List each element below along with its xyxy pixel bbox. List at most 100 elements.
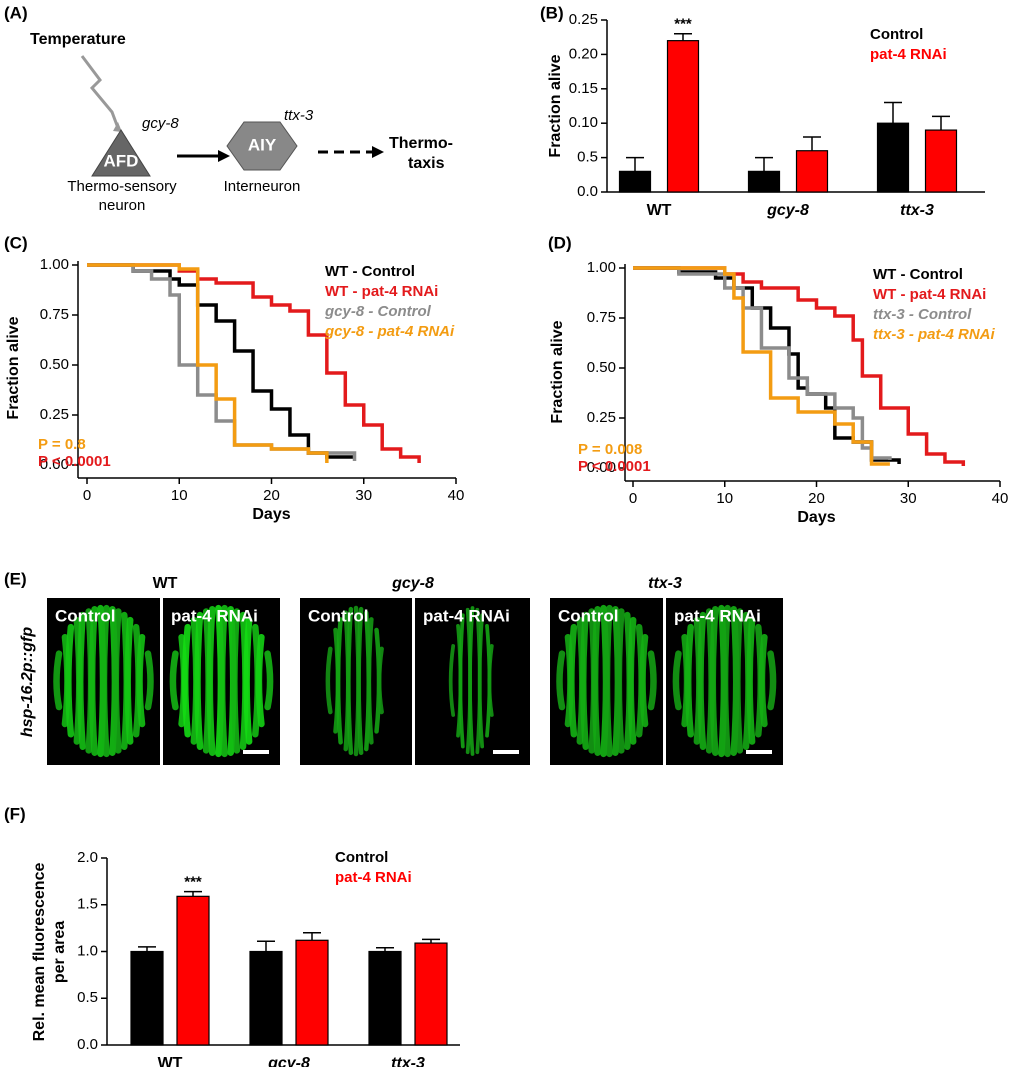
- y-tick-label: 1.00: [587, 259, 616, 276]
- worm: [366, 617, 374, 745]
- worm: [615, 608, 625, 754]
- bar: [876, 122, 910, 193]
- worm: [556, 650, 566, 711]
- afd-neuron: [91, 129, 151, 177]
- worm: [112, 608, 122, 754]
- worm: [76, 611, 86, 750]
- arrow-head: [113, 122, 122, 132]
- worm: [335, 617, 343, 745]
- worm: [487, 644, 494, 717]
- group-label: ttx-3: [648, 575, 682, 592]
- x-tick-label: 40: [992, 490, 1009, 507]
- y-tick-label: 0.0: [77, 1036, 98, 1053]
- worm: [758, 633, 768, 728]
- x-tick-label: 40: [448, 487, 465, 504]
- worm: [721, 604, 731, 758]
- y-tick-label: 0.00: [40, 456, 69, 473]
- y-tick-label: 1.5: [77, 896, 98, 913]
- worm: [767, 650, 777, 711]
- arrow-head: [372, 146, 384, 158]
- worm: [218, 604, 228, 758]
- worm: [65, 623, 75, 738]
- p-value: P = 0.008: [578, 441, 642, 458]
- gene: gcy-8: [142, 115, 179, 132]
- condition-label: Control: [55, 606, 115, 625]
- y-tick-label: 0.20: [569, 45, 598, 62]
- condition-label: pat-4 RNAi: [423, 606, 510, 625]
- worm: [746, 616, 756, 745]
- caption: neuron: [99, 197, 146, 214]
- neuron-name: AFD: [104, 151, 139, 170]
- legend-label: gcy-8 - pat-4 RNAi: [324, 323, 455, 340]
- worm: [672, 650, 682, 711]
- worm: [684, 623, 694, 738]
- worm: [325, 646, 333, 715]
- legend-label: pat-4 RNAi: [870, 46, 947, 63]
- bar: [924, 129, 958, 193]
- worm: [255, 633, 265, 728]
- output: Thermo-: [389, 135, 453, 152]
- legend-label: WT - Control: [325, 263, 415, 280]
- bar: [747, 170, 781, 193]
- y-tick-label: 1.0: [77, 942, 98, 959]
- bar: [176, 895, 210, 1046]
- bar: [130, 950, 164, 1046]
- x-tick-label: 0: [629, 490, 637, 507]
- aiy-neuron: [226, 121, 298, 171]
- y-tick-label: 0.0: [577, 183, 598, 200]
- panel-label: (C): [4, 233, 28, 252]
- survival-curve: [87, 263, 355, 459]
- x-tick-label: WT: [158, 1055, 183, 1067]
- survival-curve: [87, 263, 329, 463]
- y-axis-title: per area: [51, 921, 68, 983]
- significance: ***: [674, 16, 692, 33]
- y-tick-label: 0.5: [77, 989, 98, 1006]
- arrow-head: [218, 150, 230, 162]
- worm: [53, 650, 63, 711]
- survival-curve: [87, 263, 357, 461]
- y-tick-label: 0.25: [587, 409, 616, 426]
- worm: [627, 616, 637, 745]
- x-axis-title: Days: [252, 506, 290, 523]
- y-axis-title: Fraction alive: [549, 320, 566, 423]
- survival-curve: [633, 266, 901, 464]
- worm: [100, 604, 110, 758]
- panel-label: (A): [4, 3, 28, 22]
- worm: [376, 646, 384, 715]
- panel-label: (F): [4, 804, 26, 823]
- bar: [368, 950, 402, 1046]
- stimulus: Temperature: [30, 31, 126, 48]
- caption: Interneuron: [224, 178, 301, 195]
- worm: [458, 613, 465, 749]
- x-tick-label: 0: [83, 487, 91, 504]
- survival-curve: [87, 263, 421, 463]
- legend-label: ttx-3 - Control: [873, 306, 972, 323]
- legend-label: pat-4 RNAi: [335, 869, 412, 886]
- worm: [243, 616, 253, 745]
- survival-curve: [633, 266, 892, 460]
- y-axis-title: Fraction alive: [5, 316, 22, 419]
- worm: [346, 606, 354, 756]
- worm: [194, 611, 204, 750]
- x-tick-label: 10: [716, 490, 733, 507]
- panel-a: (A) Temperature AFD gcy-8 Thermo-sensory…: [4, 3, 453, 213]
- bar: [618, 170, 652, 193]
- panel-label: (E): [4, 569, 27, 588]
- worm: [88, 605, 98, 756]
- y-tick-label: 0.50: [587, 359, 616, 376]
- gene: ttx-3: [284, 107, 314, 124]
- worm: [603, 604, 613, 758]
- neuron-name: AIY: [248, 135, 277, 154]
- bar: [249, 950, 283, 1046]
- y-tick-label: 0.75: [587, 309, 616, 326]
- y-tick-label: 2.0: [77, 849, 98, 866]
- condition-label: pat-4 RNAi: [171, 606, 258, 625]
- significance: ***: [184, 874, 202, 891]
- scale-bar: [493, 750, 519, 754]
- worm: [468, 606, 475, 756]
- condition-label: pat-4 RNAi: [674, 606, 761, 625]
- x-tick-label: WT: [647, 202, 672, 219]
- x-tick-label: 20: [808, 490, 825, 507]
- legend-label: Control: [870, 26, 923, 43]
